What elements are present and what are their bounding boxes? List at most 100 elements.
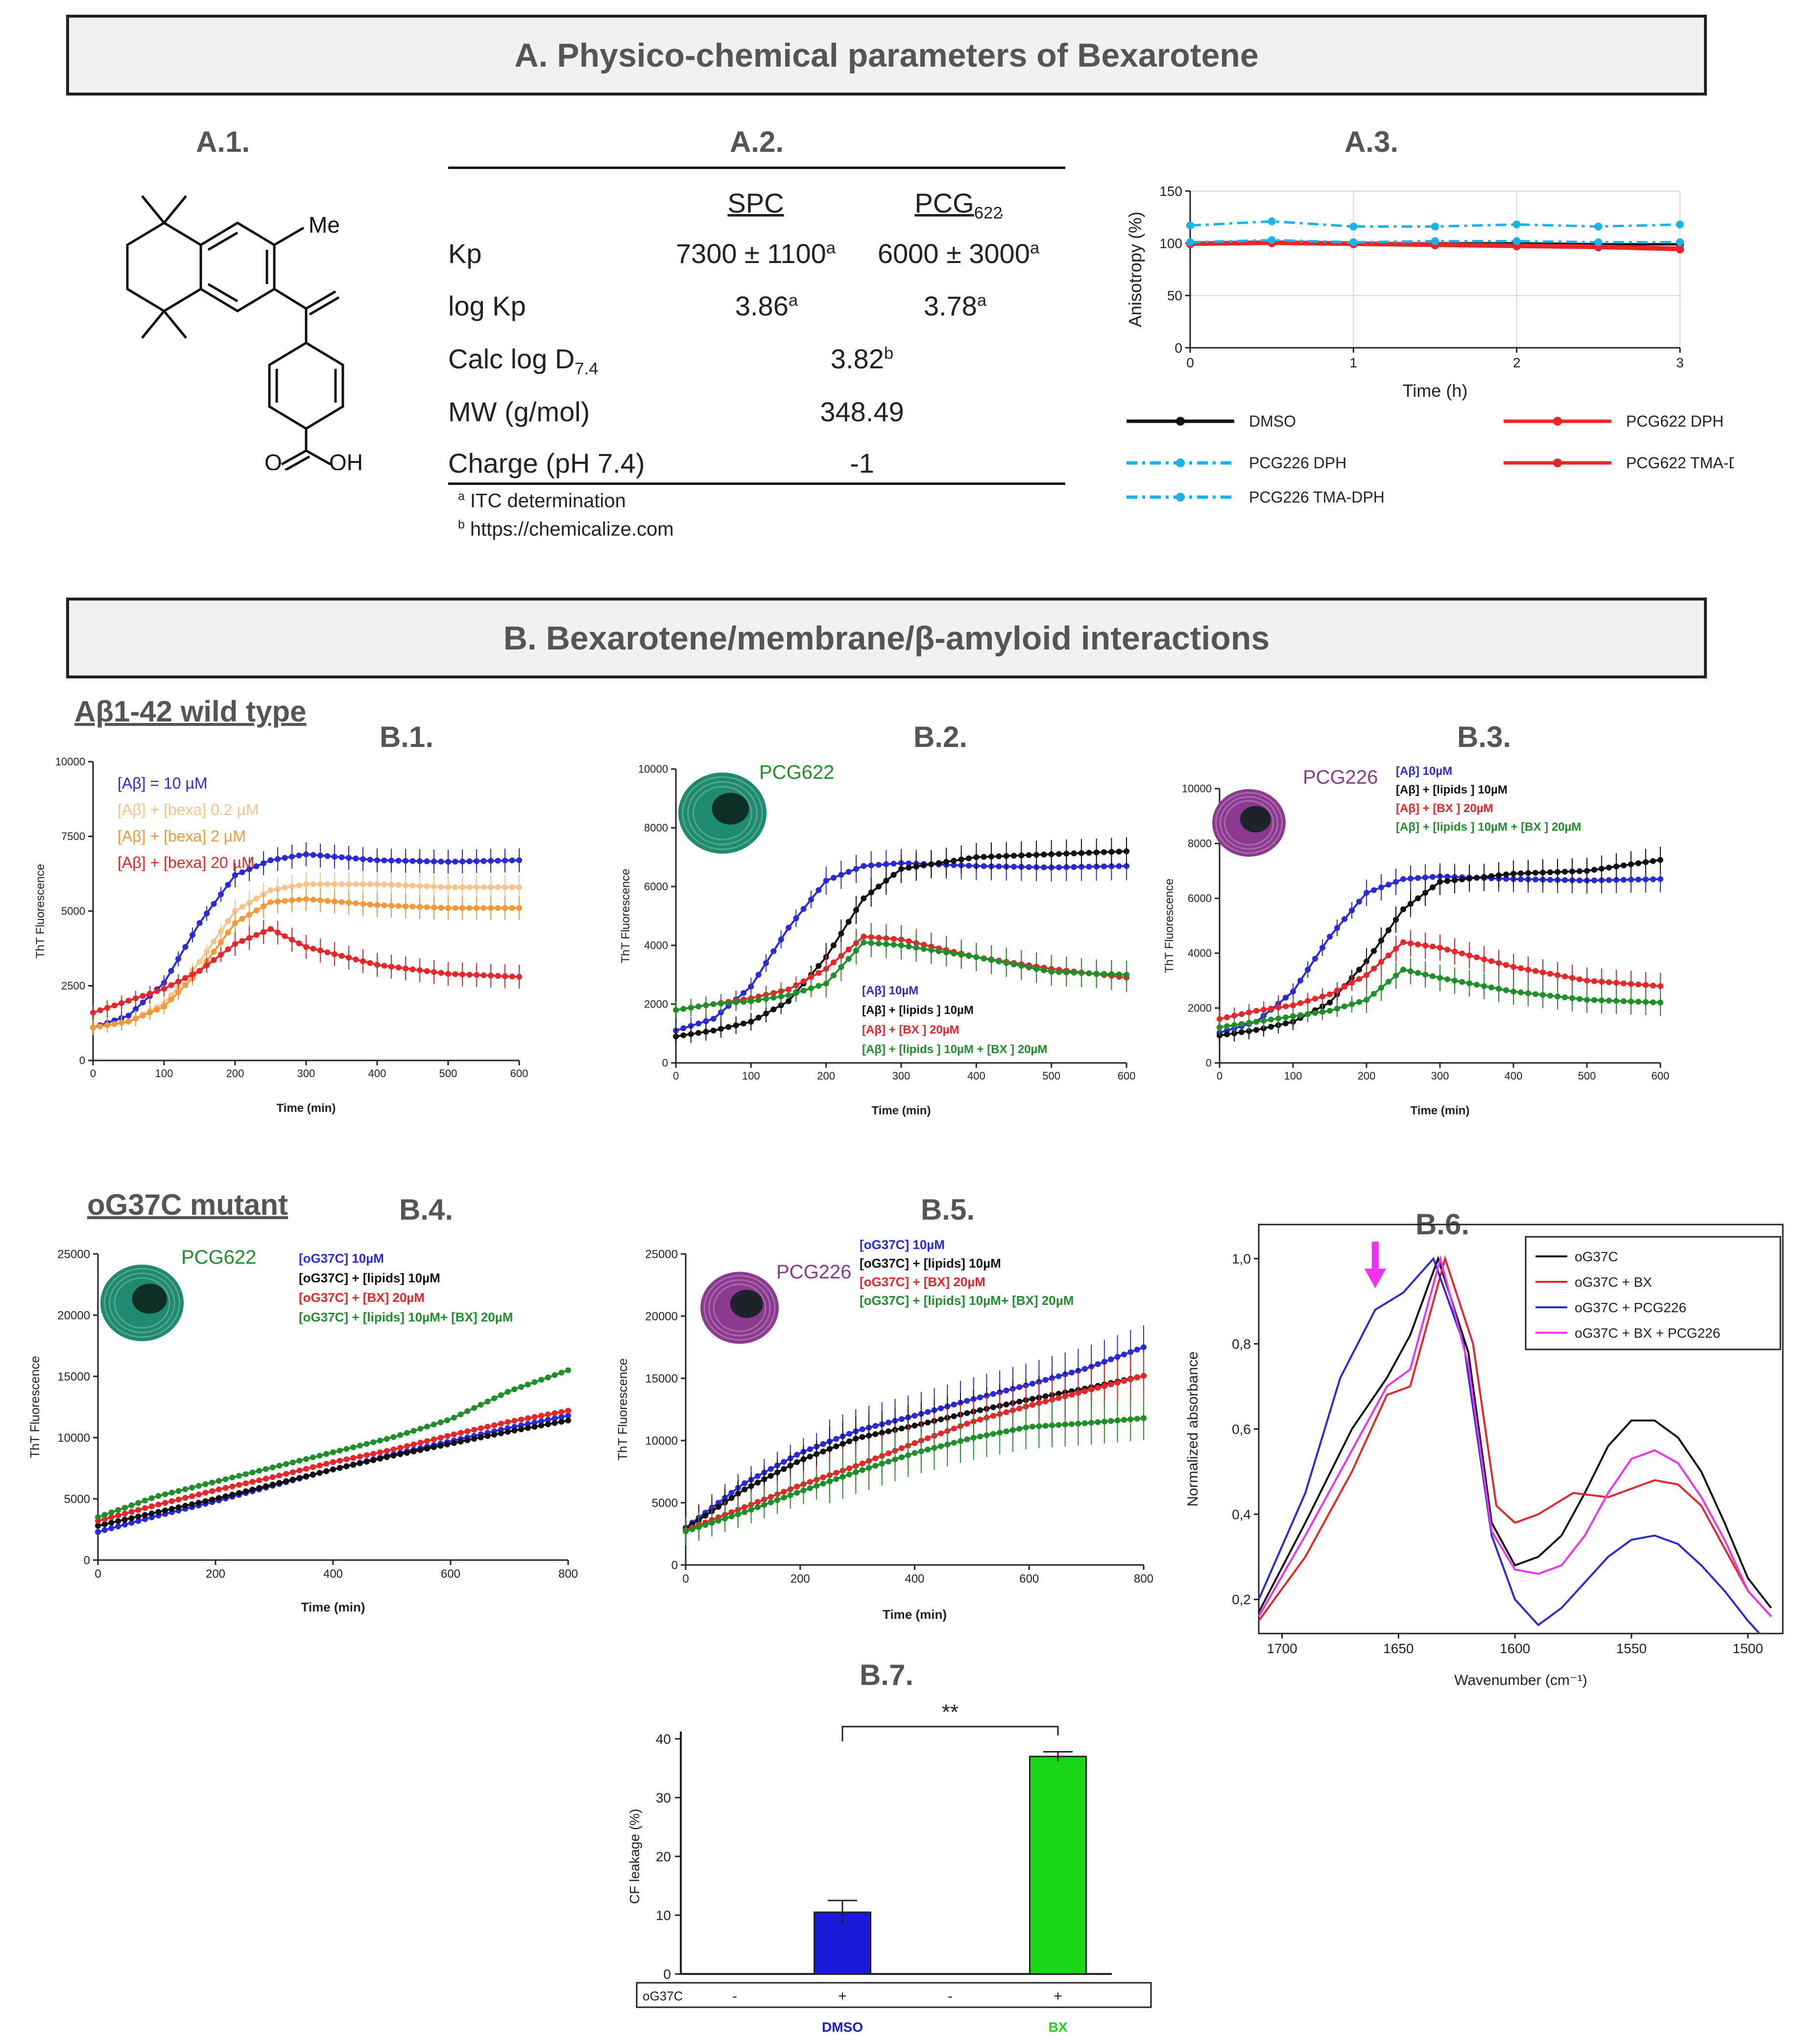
data-point (444, 1433, 451, 1439)
data-point (1305, 966, 1311, 973)
data-point (558, 1370, 565, 1376)
data-point (859, 1434, 865, 1440)
data-point (1422, 874, 1428, 881)
chart-b5: B.5. 0 5000 10000 15000 20000 25000 0 200 400 600 8… (615, 1193, 1153, 1622)
chart-title-B.7: B.7. (860, 1659, 913, 1691)
data-point (1319, 1009, 1325, 1015)
data-point (883, 941, 889, 947)
vesicle-pcg622-ring (114, 1277, 170, 1329)
data-point (239, 904, 245, 910)
panel-a1-label: A.1. (195, 125, 250, 158)
data-point (246, 866, 252, 872)
data-point (381, 881, 387, 888)
chart-b2: B.2. 0 2000 4000 6000 8000 10000 0 100 200 300 400 5… (619, 721, 1135, 1117)
data-point (1503, 871, 1509, 878)
data-point (1547, 992, 1553, 999)
series-B.4-3 (95, 1367, 571, 1520)
data-point (346, 899, 352, 906)
legend-entry: [Aβ] + [lipids ] 10µM + [BX ] 20µM (862, 1043, 1047, 1056)
data-point (303, 1466, 310, 1472)
data-point (1650, 999, 1656, 1006)
y-tick-label: 0,6 (1232, 1421, 1251, 1437)
data-point (846, 1471, 852, 1478)
data-point (1437, 975, 1443, 981)
data-point (525, 1381, 531, 1388)
data-point (1577, 877, 1582, 884)
data-point (807, 1453, 813, 1460)
data-point (1533, 968, 1538, 974)
data-point (140, 999, 146, 1006)
data-point (1334, 987, 1340, 994)
data-point (1334, 925, 1340, 931)
data-point (289, 937, 295, 943)
data-point (478, 1425, 484, 1431)
data-point (135, 1500, 142, 1506)
data-point (495, 858, 501, 864)
data-point (1253, 1019, 1259, 1025)
data-point (718, 1026, 724, 1032)
data-point (1643, 982, 1649, 988)
x-axis-label: Time (min) (1411, 1104, 1470, 1117)
data-point (1393, 916, 1399, 923)
condition-sign: - (948, 1988, 953, 2004)
data-point (431, 883, 437, 890)
data-point (253, 895, 260, 902)
data-point (1386, 882, 1391, 888)
data-point (464, 1437, 471, 1443)
data-point (95, 1523, 101, 1529)
data-point (538, 1418, 545, 1424)
x-tick-label: 1700 (1267, 1641, 1297, 1656)
data-point (336, 1465, 343, 1471)
data-point (1400, 966, 1406, 973)
y-tick-label: 4000 (1188, 947, 1212, 960)
data-point (511, 1386, 518, 1393)
series-B.4-2 (95, 1408, 571, 1524)
data-point (1676, 245, 1684, 254)
data-point (1283, 1020, 1289, 1027)
series-line (1258, 1254, 1772, 1617)
data-point (242, 1488, 249, 1494)
legend-entry: [Aβ] + [BX ] 20µM (862, 1023, 959, 1036)
data-point (128, 1515, 135, 1521)
data-point (823, 981, 829, 986)
vesicle-pcg622-ring (693, 786, 752, 841)
data-point (951, 862, 957, 868)
legend-entry: [Aβ] 10µM (1396, 765, 1452, 778)
data-point (332, 951, 337, 957)
data-point (886, 1450, 892, 1456)
data-point (491, 1395, 498, 1401)
series-B.6-1 (1258, 1255, 1772, 1622)
legend-entry: [Aβ] + [lipids ] 10µM (1396, 783, 1508, 796)
data-point (1408, 875, 1414, 882)
data-point (438, 905, 444, 911)
data-point (876, 862, 882, 868)
data-point (1041, 967, 1047, 973)
data-point (808, 974, 814, 980)
y-tick-label: 8000 (644, 822, 668, 834)
data-point (282, 933, 288, 939)
data-point (445, 971, 451, 977)
data-point (935, 860, 942, 866)
data-point (680, 1006, 687, 1012)
data-point (1342, 1003, 1347, 1010)
data-point (404, 1443, 410, 1449)
data-point (236, 1490, 242, 1496)
data-point (1430, 973, 1436, 980)
x-tick-label: 200 (817, 1070, 835, 1082)
y-tick-label: 25000 (645, 1248, 678, 1261)
data-point (838, 872, 844, 878)
data-point (111, 1002, 118, 1009)
data-point (232, 872, 238, 878)
vesicle-pcg226-core (1240, 806, 1271, 833)
data-point (820, 1480, 826, 1487)
data-point (831, 875, 837, 881)
data-point (310, 1471, 316, 1478)
data-point (1547, 971, 1553, 977)
data-point (531, 1423, 538, 1430)
data-point (1444, 976, 1450, 983)
data-point (1114, 1379, 1121, 1386)
data-point (417, 1425, 424, 1432)
y-tick-label: 2500 (61, 980, 85, 992)
data-point (1393, 946, 1399, 952)
data-point (1297, 1000, 1303, 1006)
